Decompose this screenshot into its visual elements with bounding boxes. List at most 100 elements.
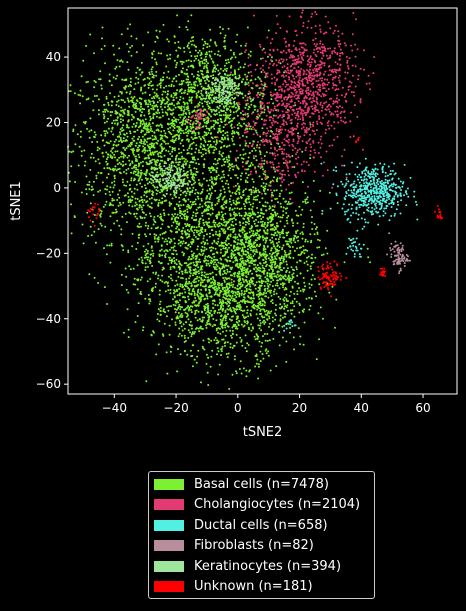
data-point [226,145,229,148]
data-point [245,104,248,107]
data-point [198,223,200,226]
data-point [110,130,113,133]
data-point [234,286,237,289]
data-point [210,176,213,179]
data-point [265,239,268,242]
data-point [288,271,291,274]
data-point [259,285,262,288]
data-point [185,78,188,81]
data-point [163,72,165,74]
data-point [186,121,189,124]
data-point [195,277,198,280]
data-point [264,187,267,190]
data-point [315,358,318,361]
data-point [179,132,182,135]
data-point [256,267,259,270]
data-point [146,250,149,252]
data-point [216,53,219,56]
data-point [141,201,144,204]
data-point [288,294,291,297]
data-point [168,145,171,148]
data-point [229,307,232,310]
data-point [213,293,216,296]
data-point [218,282,221,285]
data-point [217,350,220,353]
data-point [140,131,143,134]
data-point [159,178,162,181]
data-point [276,253,279,255]
data-point [151,142,154,145]
data-point [265,292,268,295]
data-point [206,302,209,305]
data-point [264,248,267,251]
data-point [205,204,207,207]
data-point [182,163,185,166]
data-point [211,271,214,274]
data-point [242,222,245,225]
data-point [189,269,192,272]
data-point [103,103,106,106]
data-point [219,291,222,294]
data-point [242,66,245,69]
data-point [289,290,292,293]
data-point [159,144,162,147]
data-point [291,246,294,248]
data-point [276,284,279,287]
data-point [187,298,190,301]
data-point [179,322,182,325]
data-point [306,256,308,259]
data-point [179,121,182,124]
data-point [241,259,244,262]
data-point [107,127,110,130]
data-point [262,212,265,215]
data-point [197,327,200,330]
data-point [181,284,184,286]
data-point [229,235,232,238]
data-point [259,308,262,311]
data-point [234,256,237,259]
data-point [146,258,149,261]
data-point [245,369,248,372]
data-point [79,102,82,105]
data-point [302,200,304,203]
data-point [242,194,245,196]
data-point [227,242,230,245]
data-point [240,293,243,296]
data-point [85,81,88,84]
data-point [256,144,259,147]
data-point [102,110,105,113]
data-point [301,231,304,234]
data-point [215,44,218,47]
data-point [155,189,158,191]
data-point [275,242,278,245]
data-point [298,259,301,262]
data-point [201,190,204,193]
data-point [109,111,112,113]
data-point [252,111,255,114]
data-point [155,70,158,73]
data-point [261,353,264,355]
data-point [276,212,279,215]
data-point [105,151,108,154]
data-point [256,251,259,254]
data-point [232,224,235,227]
data-point [180,105,183,108]
data-point [262,266,265,269]
data-point [198,135,201,138]
data-point [224,252,227,255]
data-point [106,167,109,169]
data-point [140,142,143,145]
data-point [150,84,153,87]
data-point [205,324,207,327]
data-point [268,252,271,255]
data-point [255,195,257,198]
data-point [273,263,276,266]
data-point [213,240,216,243]
data-point [229,164,232,167]
data-point [156,37,159,39]
data-point [226,285,228,288]
data-point [185,241,188,244]
data-point [200,155,203,158]
data-point [305,297,308,300]
data-point [139,172,142,175]
